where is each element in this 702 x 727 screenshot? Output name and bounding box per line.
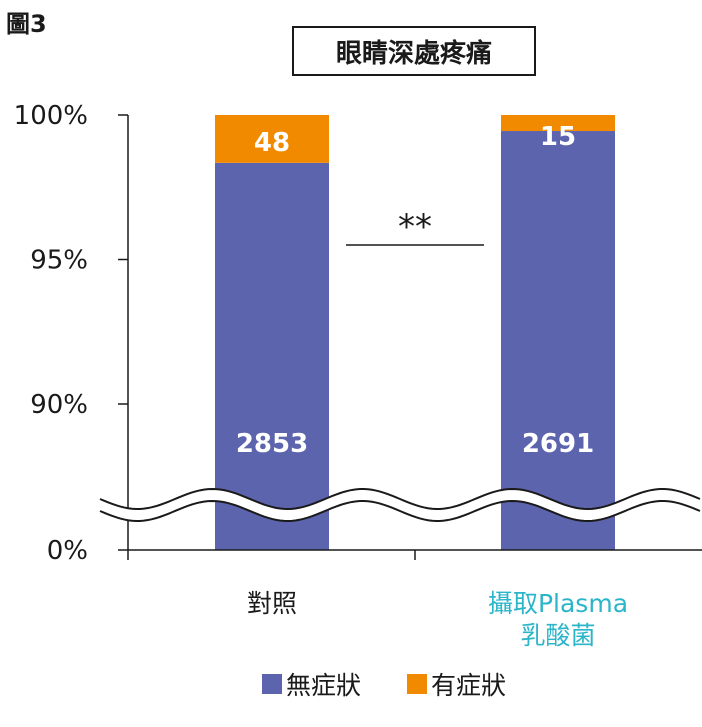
chart-title: 眼睛深處疼痛 bbox=[292, 26, 536, 76]
y-tick-label-2: 95% bbox=[30, 246, 88, 276]
axis-break-band bbox=[100, 489, 702, 521]
legend: 無症狀 有症狀 bbox=[262, 666, 552, 702]
data-label-asymptomatic-1: 2691 bbox=[522, 429, 594, 459]
category-label-control: 對照 bbox=[162, 588, 382, 620]
legend-item-symptomatic: 有症狀 bbox=[407, 666, 506, 702]
axis-break-line-lower bbox=[99, 500, 701, 522]
bar-asymptomatic-0 bbox=[215, 162, 329, 550]
legend-item-asymptomatic: 無症狀 bbox=[262, 666, 361, 702]
bar-asymptomatic-1 bbox=[501, 131, 615, 550]
category-label-plasma: 攝取Plasma 乳酸菌 bbox=[448, 588, 668, 652]
y-tick-label-1: 90% bbox=[30, 390, 88, 420]
significance-text: ** bbox=[398, 207, 432, 247]
bars-group: 2853 48 2691 15 bbox=[215, 115, 615, 550]
data-label-symptomatic-1: 15 bbox=[540, 122, 576, 152]
y-axis: 0% 90% 95% 100% bbox=[14, 101, 702, 566]
axis-break-line-upper bbox=[99, 488, 701, 510]
figure-label: 圖3 bbox=[6, 10, 47, 38]
y-tick-label-0: 0% bbox=[47, 536, 88, 566]
y-tick-label-3: 100% bbox=[14, 101, 88, 131]
data-label-asymptomatic-0: 2853 bbox=[236, 429, 308, 459]
legend-swatch-symptomatic bbox=[407, 674, 428, 694]
category-label-line: 攝取Plasma bbox=[487, 589, 629, 618]
legend-label-asymptomatic: 無症狀 bbox=[286, 671, 362, 700]
bar-symptomatic-0 bbox=[215, 115, 329, 163]
bar-symptomatic-1 bbox=[501, 115, 615, 132]
legend-swatch-asymptomatic bbox=[262, 674, 282, 694]
data-label-symptomatic-0: 48 bbox=[254, 128, 290, 158]
significance-marker: ** bbox=[346, 207, 484, 247]
category-label-line: 乳酸菌 bbox=[520, 621, 596, 650]
legend-label-symptomatic: 有症狀 bbox=[431, 671, 507, 700]
category-label-line: 對照 bbox=[246, 589, 297, 618]
